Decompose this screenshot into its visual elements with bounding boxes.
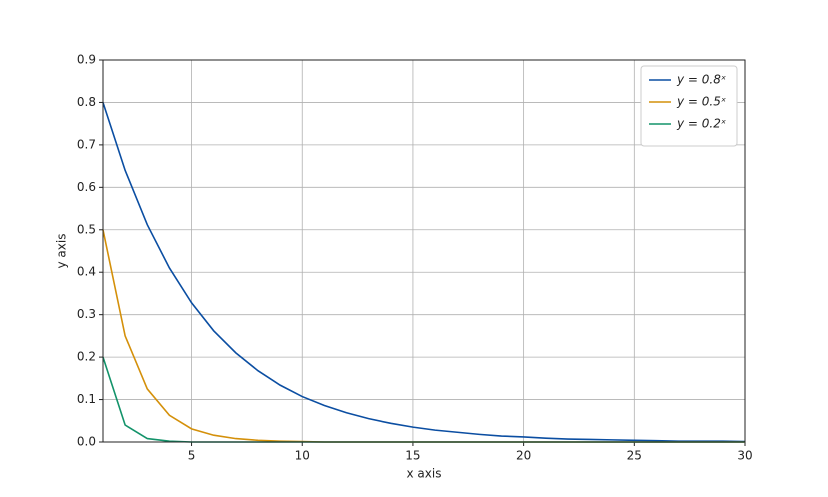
line-series bbox=[102, 229, 745, 443]
x-tick-label: 30 bbox=[737, 449, 752, 463]
y-tick-label: 0.5 bbox=[77, 222, 96, 236]
line-series bbox=[102, 102, 746, 443]
x-tick-label: 20 bbox=[516, 449, 531, 463]
legend-label: y = 0.5ˣ bbox=[676, 95, 726, 109]
x-tick-label: 15 bbox=[405, 449, 420, 463]
y-tick-label: 0.2 bbox=[77, 350, 96, 364]
x-tick-label: 25 bbox=[627, 449, 642, 463]
y-tick-label: 0.7 bbox=[77, 137, 96, 151]
y-tick-label: 0.8 bbox=[77, 95, 96, 109]
legend-label: y = 0.8ˣ bbox=[676, 73, 726, 87]
x-axis-label: x axis bbox=[407, 467, 442, 481]
plot-frame bbox=[102, 59, 746, 443]
x-tick-label: 10 bbox=[295, 449, 310, 463]
y-tick-label: 0.6 bbox=[77, 180, 96, 194]
y-tick-label: 0.4 bbox=[77, 265, 96, 279]
legend-label: y = 0.2ˣ bbox=[676, 117, 726, 131]
y-tick-label: 0.3 bbox=[77, 307, 96, 321]
y-tick-label: 0.9 bbox=[77, 53, 96, 67]
x-tick-label: 5 bbox=[188, 449, 196, 463]
y-tick-label: 0.1 bbox=[77, 392, 96, 406]
legend-box bbox=[640, 65, 738, 147]
y-axis-label: y axis bbox=[55, 234, 69, 269]
y-tick-label: 0.0 bbox=[77, 435, 96, 449]
